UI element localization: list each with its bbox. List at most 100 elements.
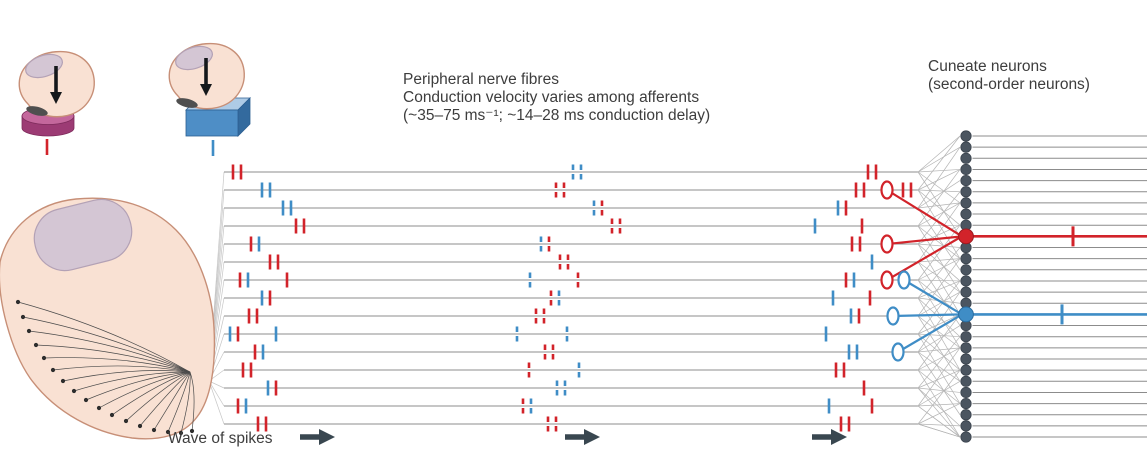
spike-trains [228, 164, 913, 432]
convergence-line [917, 243, 961, 282]
receptor-afferent [73, 371, 191, 392]
synaptic-input-line [886, 235, 963, 281]
flow-arrow-head [319, 429, 335, 445]
convergence-line [917, 369, 961, 404]
convergence-line [917, 135, 961, 173]
convergence-line [917, 224, 961, 281]
convergence-line [917, 315, 961, 349]
convergence-line [917, 169, 961, 173]
convergence-line [917, 347, 961, 371]
peripheral-label-line2: Conduction velocity varies among afferen… [403, 89, 699, 106]
receptor-ending [33, 342, 39, 348]
synapse-ring [886, 306, 900, 326]
cuneate-neuron [960, 264, 972, 276]
synaptic-input-line [886, 235, 963, 246]
synapse-ring [891, 342, 905, 362]
cuneate-neuron [960, 130, 972, 142]
receptor-afferent [98, 371, 191, 409]
receptor-ending [41, 355, 47, 361]
receptor-ending [123, 418, 129, 424]
output-spikes [1060, 226, 1075, 325]
convergence-line [917, 314, 961, 371]
intradermal-afferents [17, 301, 195, 434]
convergence-line [917, 146, 961, 173]
cuneate-neuron [960, 197, 972, 209]
convergence-line [917, 224, 961, 227]
receptor-afferent [111, 371, 191, 416]
cuneate-neuron [960, 409, 972, 421]
convergence-line [917, 202, 961, 227]
synapse-ring [880, 180, 894, 200]
convergence-line [917, 258, 961, 263]
synaptic-input-line [903, 279, 963, 316]
cuneate-output-lines [972, 135, 1147, 438]
receptor-ending [189, 428, 195, 434]
nerve-fibres [224, 171, 918, 425]
cuneate-neuron [960, 420, 972, 432]
cuneate-neuron [960, 386, 972, 399]
convergence-line [917, 247, 961, 299]
cuneate-neuron [960, 253, 972, 265]
synaptic-input-line [892, 313, 963, 318]
synaptic-connectors [886, 189, 963, 353]
flow-arrow-head [831, 429, 847, 445]
receptor-ending [20, 314, 26, 320]
convergence-mesh [917, 135, 961, 438]
red-cuneate-neuron [958, 228, 974, 245]
receptor-ending [96, 405, 102, 411]
convergence-line [917, 336, 961, 389]
convergence-line [917, 387, 961, 438]
cuneate-neuron [960, 175, 972, 187]
synaptic-input-line [897, 313, 963, 353]
convergence-line [917, 225, 961, 259]
receptor-afferent [167, 371, 191, 433]
cuneate-neuron [960, 141, 972, 153]
receptor-afferent [28, 330, 191, 373]
cuneate-neuron [960, 364, 972, 376]
cuneate-neuron [960, 331, 972, 343]
convergence-line [917, 169, 961, 191]
peripheral-label-line3: (~35–75 ms⁻¹; ~14–28 ms conduction delay… [403, 107, 710, 124]
receptor-ending [60, 378, 66, 384]
cuneate-label-line2: (second-order neurons) [928, 76, 1090, 93]
convergence-line [917, 387, 961, 393]
synapse-ring [880, 270, 894, 290]
cuneate-neuron [960, 286, 972, 298]
receptor-afferent [17, 301, 191, 373]
convergence-line [917, 146, 961, 209]
receptor-ending [71, 388, 77, 394]
receptor-afferent [139, 371, 191, 427]
cuneate-neuron [960, 275, 972, 287]
convergence-line [917, 423, 961, 438]
receptor-ending [151, 427, 157, 433]
synaptic-input-line [886, 189, 963, 238]
finger-nail [33, 198, 133, 272]
flow-arrows [300, 429, 847, 445]
convergence-line [917, 169, 961, 227]
convergence-line [917, 180, 961, 209]
cuneate-neuron [960, 375, 972, 387]
convergence-line [917, 351, 961, 382]
stimulus-spike-ticks [45, 139, 215, 156]
receptor-afferent [189, 371, 195, 432]
fingertip-probe-left [17, 48, 97, 120]
receptor-afferent [52, 365, 191, 373]
afferent-fan-line [208, 380, 225, 407]
receptor-ending [50, 367, 56, 373]
convergence-line [917, 387, 961, 427]
synapse-rings [880, 180, 911, 362]
cuneate-neuron [960, 163, 972, 176]
wave-of-spikes-label: Wave of spikes [168, 430, 273, 447]
convergence-line [917, 189, 961, 193]
cuneate-neuron [960, 431, 972, 443]
convergence-line [917, 261, 961, 293]
receptor-afferent [62, 370, 191, 382]
convergence-line [917, 325, 961, 353]
convergence-line [917, 243, 961, 248]
convergence-line [917, 347, 961, 407]
convergence-line [917, 314, 961, 335]
convergence-line [917, 280, 961, 335]
convergence-line [917, 369, 961, 389]
receptor-afferent [22, 316, 191, 373]
